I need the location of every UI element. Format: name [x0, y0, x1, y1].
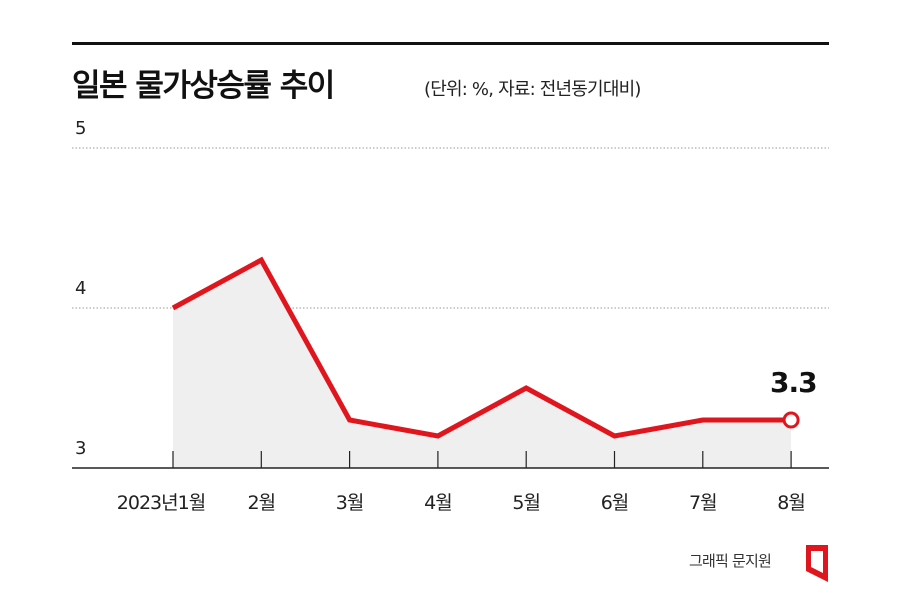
x-tick-label: 7월: [689, 492, 718, 514]
last-point-marker: [782, 411, 800, 429]
x-tick-label: 5월: [512, 492, 541, 514]
data-line: [171, 256, 792, 439]
last-value-label: 3.3: [770, 366, 818, 399]
y-tick-label: 5: [75, 118, 87, 139]
x-tick-label: 2023년1월: [116, 492, 206, 514]
x-tick-label: 4월: [424, 492, 453, 514]
x-tick-label: 2월: [247, 492, 277, 514]
logo-icon: [806, 545, 828, 582]
y-tick-label: 4: [75, 278, 87, 299]
x-axis-ticks: [172, 451, 792, 468]
x-tick-label: 3월: [335, 492, 365, 514]
chart-title: 일본 물가상승률 추이: [72, 68, 335, 104]
top-rule: [72, 42, 829, 45]
y-tick-label: 3: [75, 438, 87, 459]
x-tick-label: 6월: [600, 492, 630, 514]
x-tick-label: 8월: [777, 492, 806, 514]
graphic-credit: 그래픽 문지원: [689, 552, 772, 570]
gridlines: [72, 147, 829, 309]
chart-subtitle: (단위: %, 자료: 전년동기대비): [424, 79, 641, 100]
area-fill: [173, 260, 792, 468]
